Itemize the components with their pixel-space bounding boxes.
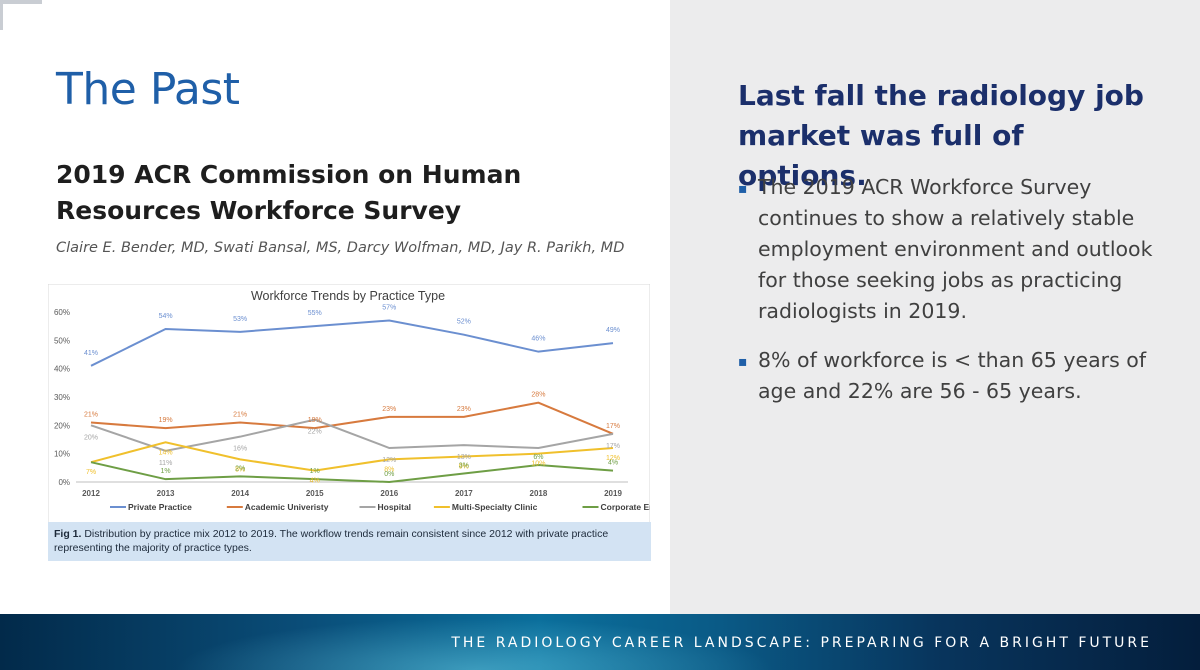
y-tick-label: 0%	[58, 478, 70, 487]
data-label: 2%	[235, 465, 245, 472]
legend-label: Private Practice	[128, 502, 192, 512]
data-label: 11%	[159, 460, 173, 467]
bullet-text: 8% of workforce is < than 65 years of ag…	[758, 348, 1147, 403]
data-label: 14%	[159, 449, 173, 456]
data-label: 23%	[457, 406, 471, 413]
caption-text: Distribution by practice mix 2012 to 201…	[54, 528, 609, 554]
data-label: 17%	[606, 423, 620, 430]
x-tick-label: 2013	[157, 489, 175, 498]
bullet-item: ▪ The 2019 ACR Workforce Survey continues…	[738, 172, 1158, 327]
x-tick-label: 2015	[306, 489, 324, 498]
data-label: 0%	[384, 471, 394, 478]
data-label: 13%	[457, 454, 471, 461]
workforce-chart: Workforce Trends by Practice Type 0% 10% 2…	[48, 284, 650, 562]
footer-text: THE RADIOLOGY CAREER LANDSCAPE: PREPARIN…	[451, 635, 1152, 651]
window-corner-decoration-vertical	[0, 0, 3, 30]
data-label: 10%	[531, 461, 545, 468]
data-label: 19%	[308, 417, 322, 424]
series-line-private-practice	[90, 319, 614, 367]
right-heading: Last fall the radiology job market was f…	[738, 79, 1144, 192]
bullet-list: ▪ The 2019 ACR Workforce Survey continues…	[738, 172, 1158, 425]
data-label: 1%	[161, 468, 171, 475]
footer-glow	[150, 614, 800, 670]
data-label: 4%	[310, 478, 320, 485]
legend-label: Multi-Specialty Clinic	[452, 502, 538, 512]
slide-title: The Past	[56, 64, 240, 115]
footer-banner: THE RADIOLOGY CAREER LANDSCAPE: PREPARIN…	[0, 614, 1200, 670]
data-label: 3%	[459, 463, 469, 470]
data-label: 46%	[531, 336, 545, 343]
data-label: 17%	[606, 443, 620, 450]
data-label: 19%	[159, 417, 173, 424]
data-label: 49%	[606, 327, 620, 334]
bullet-item: ▪ 8% of workforce is < than 65 years of a…	[738, 345, 1158, 407]
legend-label: Academic Univeristy	[245, 502, 329, 512]
chart-border	[48, 284, 650, 524]
data-label: 8%	[235, 466, 245, 473]
data-label: 21%	[233, 412, 247, 419]
slide-right-panel	[670, 0, 1200, 614]
survey-title: 2019 ACR Commission on Human Resources W…	[56, 160, 522, 225]
series-line-multi-specialty-clinic	[90, 441, 614, 472]
y-tick-label: 10%	[54, 450, 70, 459]
caption-label: Fig 1.	[54, 528, 82, 540]
data-label: 57%	[382, 305, 396, 312]
legend-label: Corporate Employee	[601, 502, 651, 512]
workforce-chart-svg: Workforce Trends by Practice Type 0% 10% 2…	[48, 284, 650, 524]
bullet-square-icon: ▪	[738, 354, 748, 370]
data-label: 21%	[84, 412, 98, 419]
y-tick-label: 30%	[54, 393, 70, 402]
data-label: 52%	[457, 319, 471, 326]
data-label: 1%	[310, 468, 320, 475]
series-line-corporate-employee	[90, 461, 614, 484]
y-tick-label: 60%	[54, 308, 70, 317]
x-tick-label: 2017	[455, 489, 473, 498]
data-label: 7%	[86, 469, 96, 476]
data-label: 23%	[382, 406, 396, 413]
y-tick-label: 20%	[54, 421, 70, 430]
legend-label: Hospital	[378, 502, 412, 512]
figure-caption: Fig 1. Distribution by practice mix 2012…	[48, 522, 651, 561]
data-label: 8%	[384, 466, 394, 473]
data-label: 53%	[233, 316, 247, 323]
data-label: 28%	[531, 392, 545, 399]
x-tick-label: 2012	[82, 489, 100, 498]
survey-authors: Claire E. Bender, MD, Swati Bansal, MS, …	[56, 240, 625, 256]
series-line-hospital	[90, 418, 614, 452]
x-tick-label: 2016	[380, 489, 398, 498]
y-tick-label: 40%	[54, 365, 70, 374]
data-label: 55%	[308, 310, 322, 317]
series-line-academic-univeristy	[90, 401, 614, 435]
chart-title: Workforce Trends by Practice Type	[251, 289, 445, 303]
data-label: 6%	[533, 454, 543, 461]
data-label: 12%	[382, 457, 396, 464]
x-tick-label: 2018	[530, 489, 548, 498]
x-tick-label: 2014	[231, 489, 249, 498]
data-label: 16%	[233, 446, 247, 453]
y-tick-label: 50%	[54, 336, 70, 345]
data-label: 12%	[606, 455, 620, 462]
data-label: 9%	[459, 464, 469, 471]
window-corner-decoration	[0, 0, 42, 4]
bullet-square-icon: ▪	[738, 181, 748, 197]
data-label: 54%	[159, 313, 173, 320]
bullet-text: The 2019 ACR Workforce Survey continues …	[758, 175, 1153, 323]
data-label: 41%	[84, 350, 98, 357]
x-tick-label: 2019	[604, 489, 622, 498]
data-label: 22%	[308, 429, 322, 436]
data-label: 4%	[608, 460, 618, 467]
data-label: 20%	[84, 434, 98, 441]
